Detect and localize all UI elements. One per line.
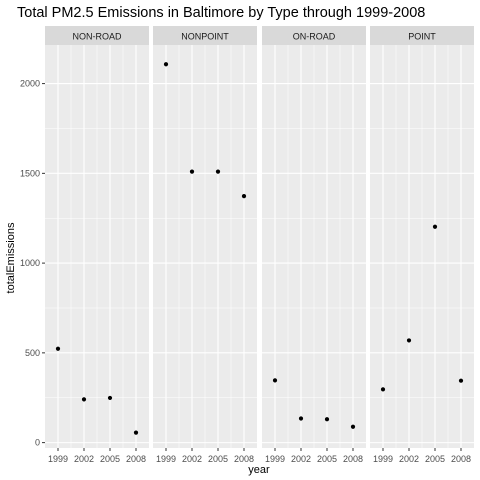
facet-panel-on-road: ON-ROAD 1999 2002 2005 2008 [262, 26, 366, 464]
facet-panel-nonpoint: NONPOINT 1999 2002 2005 2008 [153, 26, 257, 464]
data-point [215, 169, 221, 174]
y-tick-label: 500 [25, 348, 40, 358]
facet-strip-label: POINT [408, 32, 436, 42]
data-point [241, 194, 247, 199]
y-tick-label: 0 [35, 438, 40, 448]
x-tick-label: 2005 [317, 454, 337, 464]
data-point [272, 378, 278, 383]
chart-title: Total PM2.5 Emissions in Baltimore by Ty… [17, 5, 425, 21]
x-tick-label: 2005 [425, 454, 445, 464]
data-point [458, 378, 464, 383]
x-tick-label: 2005 [100, 454, 120, 464]
y-tick-label: 1500 [20, 168, 40, 178]
x-tick-label: 2005 [208, 454, 228, 464]
y-tick-label: 1000 [20, 258, 40, 268]
facet-strip-label: NONPOINT [181, 32, 229, 42]
data-point [107, 395, 113, 401]
facet-strip-label: NON-ROAD [73, 32, 122, 42]
y-axis-label: totalEmissions [5, 222, 17, 293]
y-axis: 0 500 1000 1500 2000 [20, 79, 45, 448]
facet-panel-point: POINT 1999 2002 2005 2008 [370, 26, 474, 464]
x-tick-label: 2008 [451, 454, 471, 464]
x-tick-label: 2002 [291, 454, 311, 464]
data-point [189, 169, 195, 174]
x-tick-label: 2008 [343, 454, 363, 464]
y-tick-label: 2000 [20, 79, 40, 89]
facet-strip [45, 26, 149, 45]
x-tick-label: 1999 [265, 454, 285, 464]
facet-panel-non-road: NON-ROAD 1999 2002 2005 2008 [45, 26, 149, 464]
x-tick-label: 1999 [156, 454, 176, 464]
x-tick-label: 2002 [182, 454, 202, 464]
x-tick-label: 2008 [126, 454, 146, 464]
facet-strip-label: ON-ROAD [293, 32, 336, 42]
x-tick-label: 1999 [373, 454, 393, 464]
data-point [81, 397, 87, 402]
data-point [350, 424, 356, 429]
data-point [380, 387, 386, 392]
facet-panels: NON-ROAD 1999 2002 2005 2008 NONPOINT 1999 2002… [45, 26, 474, 464]
data-point [406, 338, 412, 343]
x-tick-label: 2002 [399, 454, 419, 464]
x-tick-label: 2008 [234, 454, 254, 464]
data-point [133, 430, 139, 435]
data-point [55, 346, 61, 351]
facet-strip [153, 26, 257, 45]
data-point [298, 416, 304, 421]
x-axis-label: year [248, 464, 270, 476]
data-point [163, 62, 169, 67]
facet-strip [370, 26, 474, 45]
data-point [432, 224, 438, 229]
data-point [324, 417, 330, 422]
x-tick-label: 1999 [48, 454, 68, 464]
facet-strip [262, 26, 366, 45]
x-tick-label: 2002 [74, 454, 94, 464]
